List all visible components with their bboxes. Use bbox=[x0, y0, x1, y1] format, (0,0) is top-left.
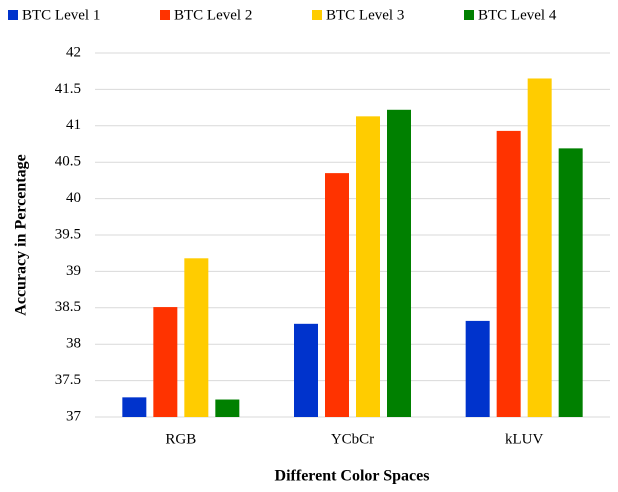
bar bbox=[356, 116, 380, 417]
y-axis-label: Accuracy in Percentage bbox=[13, 154, 30, 315]
bar bbox=[122, 397, 147, 417]
bar bbox=[294, 323, 318, 417]
bar bbox=[184, 258, 209, 417]
y-tick-label: 39.5 bbox=[55, 226, 81, 242]
bar bbox=[387, 109, 411, 417]
legend-label: BTC Level 1 bbox=[22, 7, 100, 23]
bar bbox=[215, 399, 240, 417]
y-tick-label: 41.5 bbox=[55, 81, 81, 97]
y-tick-label: 41 bbox=[66, 117, 81, 133]
x-tick-label: RGB bbox=[165, 431, 196, 447]
legend-label: BTC Level 3 bbox=[326, 7, 404, 23]
y-tick-label: 37 bbox=[66, 408, 82, 424]
bar bbox=[325, 173, 349, 417]
y-tick-label: 38 bbox=[66, 336, 81, 352]
x-tick-label: YCbCr bbox=[331, 431, 374, 447]
legend-swatch bbox=[8, 10, 18, 20]
y-tick-label: 42 bbox=[66, 44, 81, 60]
legend-swatch bbox=[160, 10, 170, 20]
bar bbox=[558, 148, 583, 418]
y-tick-label: 40.5 bbox=[55, 154, 81, 170]
x-axis-label: Different Color Spaces bbox=[275, 468, 430, 485]
legend-label: BTC Level 4 bbox=[478, 7, 557, 23]
bar bbox=[153, 307, 178, 417]
legend-swatch bbox=[464, 10, 474, 20]
bar bbox=[465, 320, 490, 417]
y-tick-label: 40 bbox=[66, 190, 81, 206]
legend-swatch bbox=[312, 10, 322, 20]
y-tick-label: 37.5 bbox=[55, 372, 81, 388]
legend-label: BTC Level 2 bbox=[174, 7, 252, 23]
x-tick-label: kLUV bbox=[505, 431, 543, 447]
bar bbox=[496, 130, 521, 417]
bar bbox=[527, 78, 552, 417]
y-tick-label: 38.5 bbox=[55, 299, 81, 315]
y-tick-label: 39 bbox=[66, 263, 81, 279]
